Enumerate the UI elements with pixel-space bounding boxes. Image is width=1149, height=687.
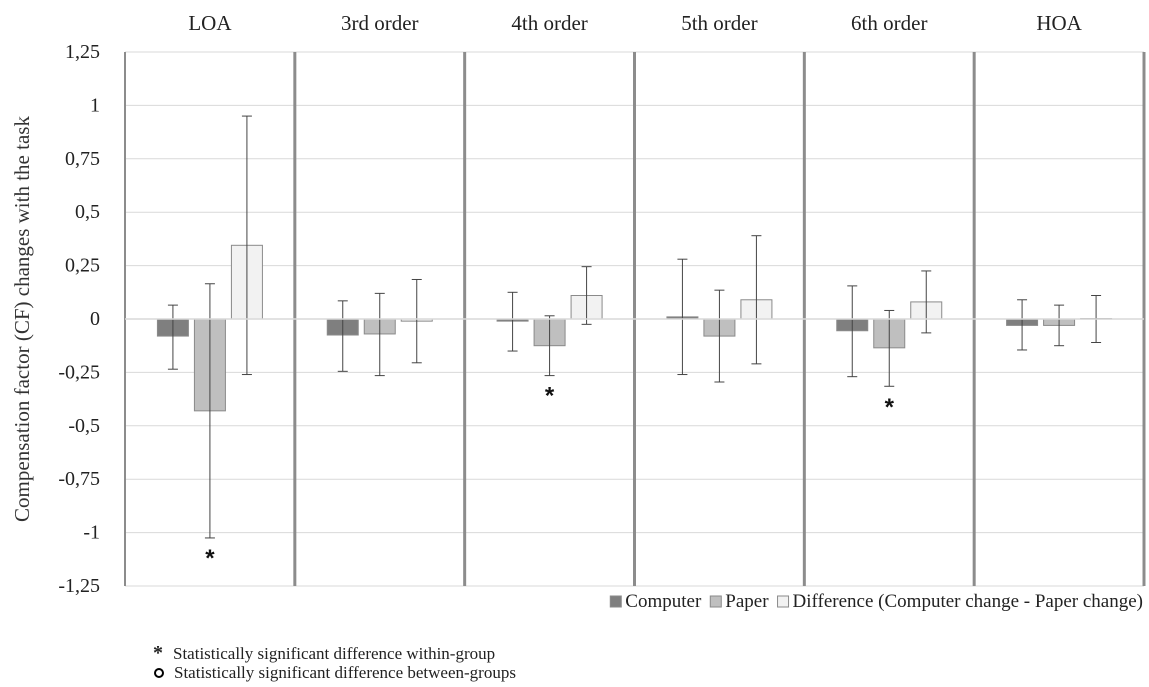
legend-swatch <box>709 595 722 608</box>
y-tick-label: -1 <box>83 522 100 544</box>
legend-swatch <box>609 595 622 608</box>
y-tick-label: -0,25 <box>58 361 100 383</box>
legend-swatch <box>777 595 790 608</box>
footnote-between-text: Statistically significant difference bet… <box>174 663 516 682</box>
category-label: LOA <box>188 11 232 35</box>
category-label: HOA <box>1036 11 1082 35</box>
y-tick-label: 0,25 <box>65 255 100 277</box>
y-tick-label: 0 <box>90 308 100 330</box>
y-axis-title: Compensation factor (CF) changes with th… <box>10 116 34 522</box>
significance-asterisk: * <box>205 545 215 572</box>
y-tick-label: -0,75 <box>58 468 100 490</box>
category-label: 5th order <box>681 11 757 35</box>
y-tick-label: 1 <box>90 94 100 116</box>
legend-label: Difference (Computer change - Paper chan… <box>793 591 1143 612</box>
category-label: 3rd order <box>341 11 419 35</box>
category-label: 4th order <box>511 11 587 35</box>
footnote-between: Statistically significant difference bet… <box>153 663 516 682</box>
category-label: 6th order <box>851 11 927 35</box>
legend-label: Paper <box>725 591 769 612</box>
y-tick-label: 1,25 <box>65 41 100 63</box>
bar-chart: 1,25 1 0,75 0,5 0,25 0 -0,25 -0,5 -0,75 -1 -1,25 Co… <box>10 11 1146 612</box>
footnote-within: * Statistically significant difference w… <box>153 642 516 664</box>
y-tick-label: -0,5 <box>68 415 100 437</box>
circle-icon <box>154 667 164 678</box>
legend-label: Computer <box>625 591 702 612</box>
y-tick-label: -1,25 <box>58 575 100 597</box>
footnotes: * Statistically significant difference w… <box>153 642 516 682</box>
significance-asterisk: * <box>885 394 895 421</box>
y-tick-label: 0,5 <box>75 201 100 223</box>
asterisk-icon: * <box>153 642 163 664</box>
y-tick-label: 0,75 <box>65 148 100 170</box>
footnote-within-text: Statistically significant difference wit… <box>173 644 496 663</box>
significance-asterisk: * <box>545 382 555 409</box>
